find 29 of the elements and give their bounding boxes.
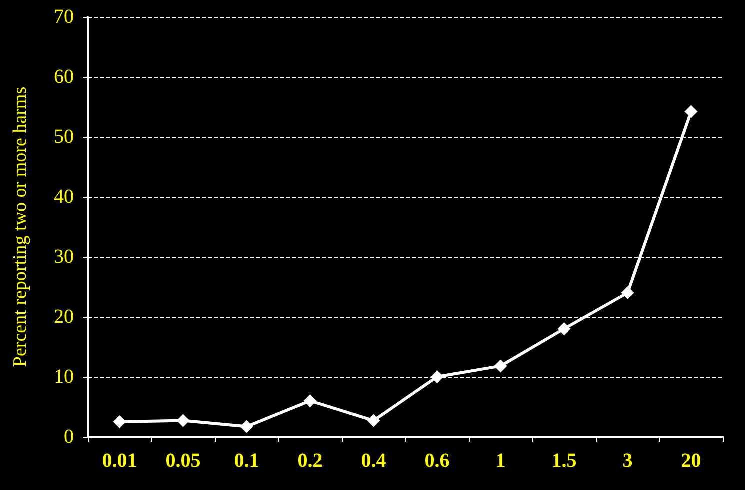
y-tick-label: 0 [64, 426, 74, 448]
y-tick-label: 40 [54, 186, 74, 208]
point [176, 414, 190, 428]
x-tick-label: 0.05 [166, 450, 201, 472]
point [430, 370, 444, 384]
x-tick-label: 0.01 [102, 450, 138, 472]
y-tick-label: 10 [54, 366, 74, 388]
x-tick-label: 3 [622, 450, 633, 472]
point [558, 322, 571, 336]
x-tick-label: 1.5 [552, 450, 577, 472]
point [621, 286, 634, 300]
x-tick-label: 0.2 [298, 450, 323, 472]
y-tick-label: 50 [54, 126, 74, 148]
x-tick-label: 0.1 [234, 450, 260, 472]
y-tick-label: 30 [54, 246, 74, 268]
point [304, 394, 317, 408]
y-tick-label: 20 [54, 306, 74, 328]
point [113, 416, 126, 428]
point [684, 105, 698, 118]
point [494, 360, 508, 373]
point [240, 420, 254, 434]
x-tick-label: 1 [496, 450, 506, 472]
y-axis-title: Percent reporting two or more harms [10, 86, 31, 368]
y-tick-label: 70 [54, 6, 74, 28]
x-tick-label: 20 [681, 450, 702, 472]
x-tick-label: 0.6 [424, 450, 450, 472]
x-tick-label: 0.4 [361, 450, 386, 472]
point [367, 414, 380, 428]
y-tick-label: 60 [54, 66, 74, 88]
